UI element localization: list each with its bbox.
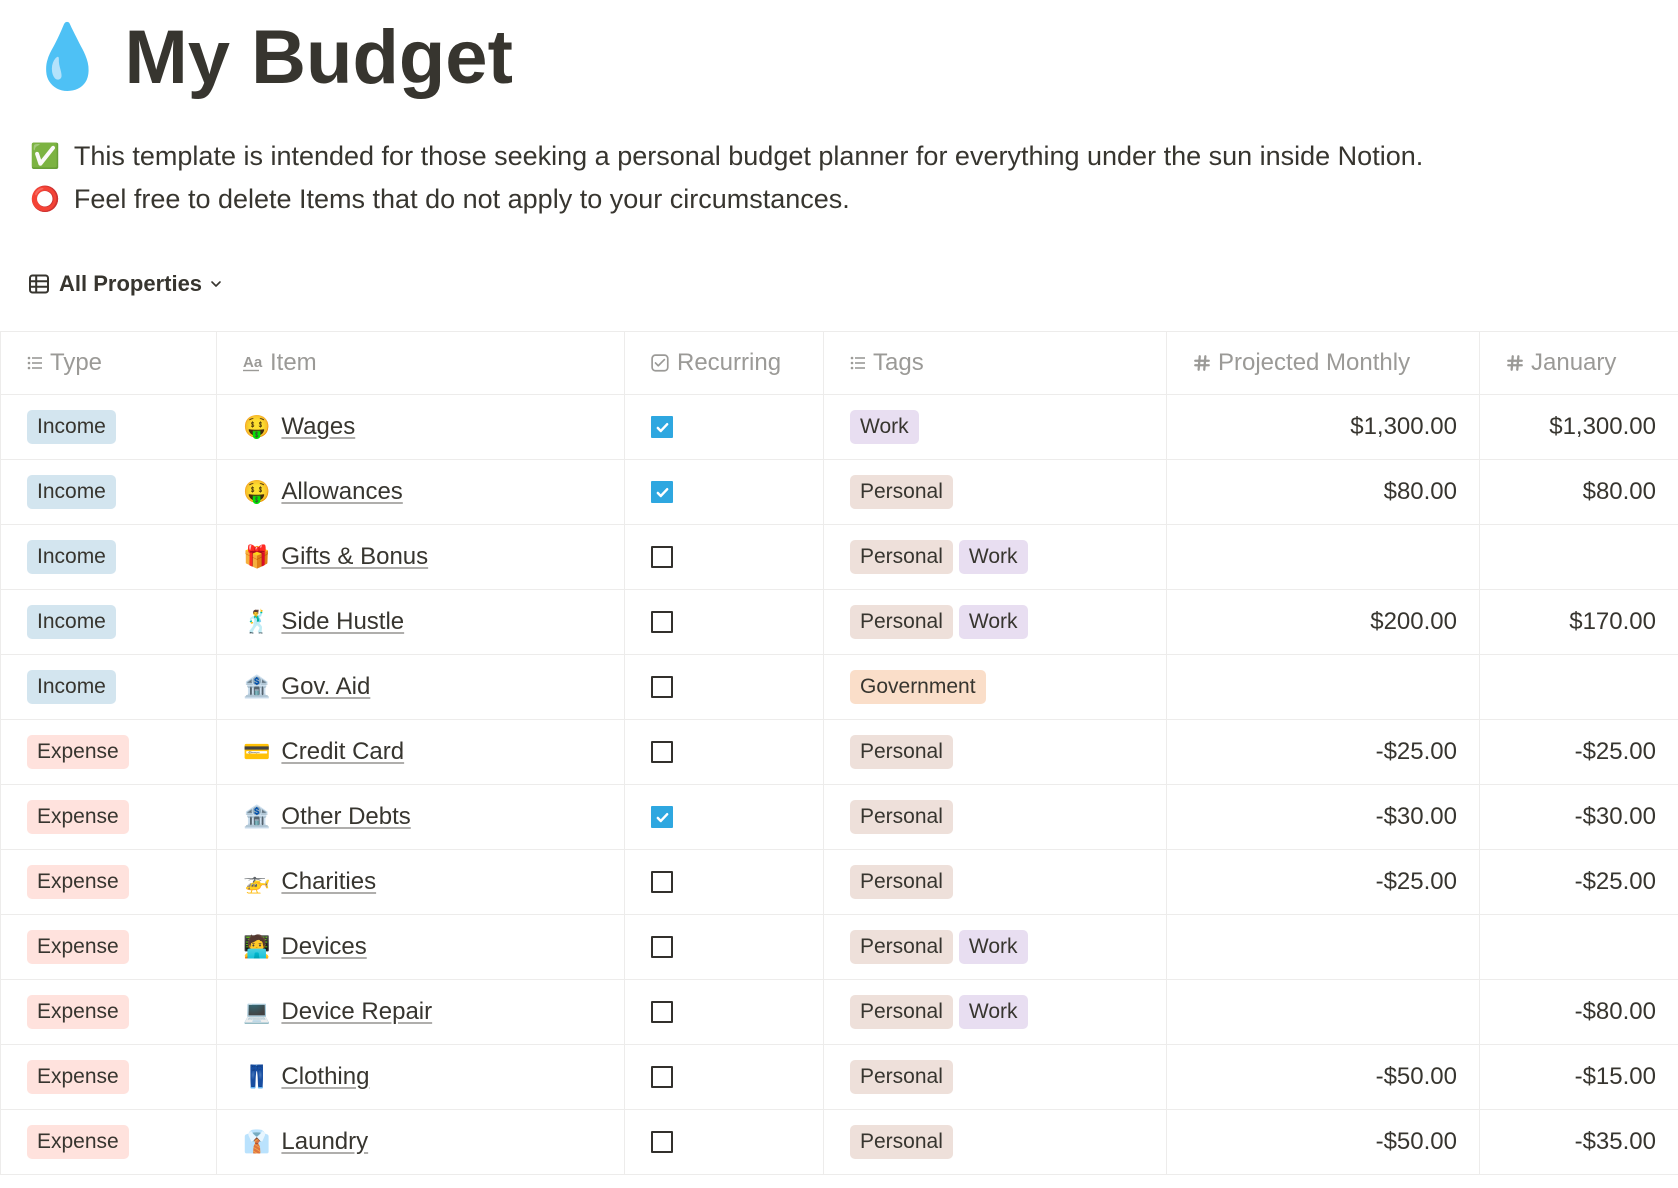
svg-text:Aa: Aa bbox=[243, 354, 263, 371]
